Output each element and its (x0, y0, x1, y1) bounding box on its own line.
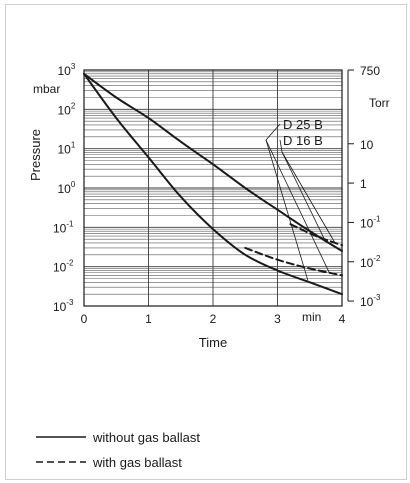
y-tick-label: 10-2 (53, 259, 74, 275)
annotations: D 25 BD 16 B (265, 117, 336, 281)
torr-tick-label: 10-3 (360, 293, 381, 309)
torr-tick-label: 750 (360, 64, 380, 78)
y-tick-label: 100 (58, 180, 76, 196)
series-d-25-b-solid (83, 72, 343, 296)
legend: without gas ballast with gas ballast (36, 430, 200, 470)
labels-layer: 10310210110010-110-210-375010110-110-210… (28, 62, 390, 350)
x-tick-label: 1 (145, 312, 152, 326)
y-tick-label: 103 (58, 62, 76, 78)
x-tick-label: 0 (81, 312, 88, 326)
y-tick-label: 102 (58, 101, 76, 117)
y-tick-label: 101 (58, 141, 76, 157)
legend-label: without gas ballast (92, 430, 200, 445)
chart-frame (5, 4, 407, 480)
x-tick-label: 4 (339, 312, 346, 326)
y-unit-label: mbar (33, 82, 60, 96)
x-axis-title: Time (199, 335, 227, 350)
axes (83, 69, 354, 307)
torr-tick-label: 10-2 (360, 254, 381, 270)
torr-tick-label: 10-1 (360, 214, 381, 230)
x-tick-label: 3 (274, 312, 281, 326)
series-d-16-b-solid (83, 72, 343, 252)
x-tick-label: 2 (210, 312, 217, 326)
leader-d16b-solid (281, 151, 326, 242)
y-axis-title: Pressure (28, 129, 43, 181)
leader-d16b (279, 139, 283, 153)
torr-unit-label: Torr (369, 96, 390, 110)
torr-tick-label: 10 (360, 138, 374, 152)
series-layer (83, 72, 343, 296)
series-label-d25b: D 25 B (283, 117, 323, 132)
series-label-d16b: D 16 B (283, 133, 323, 148)
torr-tick-label: 1 (360, 177, 367, 191)
legend-label: with gas ballast (92, 455, 182, 470)
plot-frame (83, 69, 343, 307)
leader-d16b-dashed (281, 151, 336, 245)
y-tick-label: 10-1 (53, 219, 74, 235)
series-d-25-b-dashed (244, 246, 343, 277)
y-tick-label: 10-3 (53, 298, 74, 314)
leader-d25b (265, 123, 281, 141)
leader-d25b-dashed (265, 139, 330, 273)
series-d-16-b-dashed (289, 223, 343, 247)
leader-d25b-solid (265, 139, 309, 281)
x-unit-label: min (302, 310, 321, 324)
